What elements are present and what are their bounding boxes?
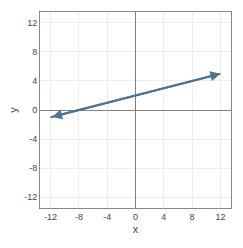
svg-text:x: x bbox=[133, 223, 139, 235]
svg-text:y: y bbox=[7, 107, 19, 113]
svg-text:-4: -4 bbox=[29, 134, 37, 144]
svg-text:-8: -8 bbox=[75, 212, 83, 222]
svg-text:0: 0 bbox=[32, 105, 37, 115]
svg-text:-4: -4 bbox=[103, 212, 111, 222]
svg-text:0: 0 bbox=[133, 212, 138, 222]
svg-text:4: 4 bbox=[161, 212, 166, 222]
svg-text:8: 8 bbox=[190, 212, 195, 222]
svg-text:-8: -8 bbox=[29, 163, 37, 173]
svg-text:12: 12 bbox=[215, 212, 225, 222]
svg-text:8: 8 bbox=[32, 47, 37, 57]
svg-text:-12: -12 bbox=[24, 192, 37, 202]
svg-text:4: 4 bbox=[32, 76, 37, 86]
svg-text:12: 12 bbox=[27, 18, 37, 28]
svg-text:-12: -12 bbox=[44, 212, 57, 222]
